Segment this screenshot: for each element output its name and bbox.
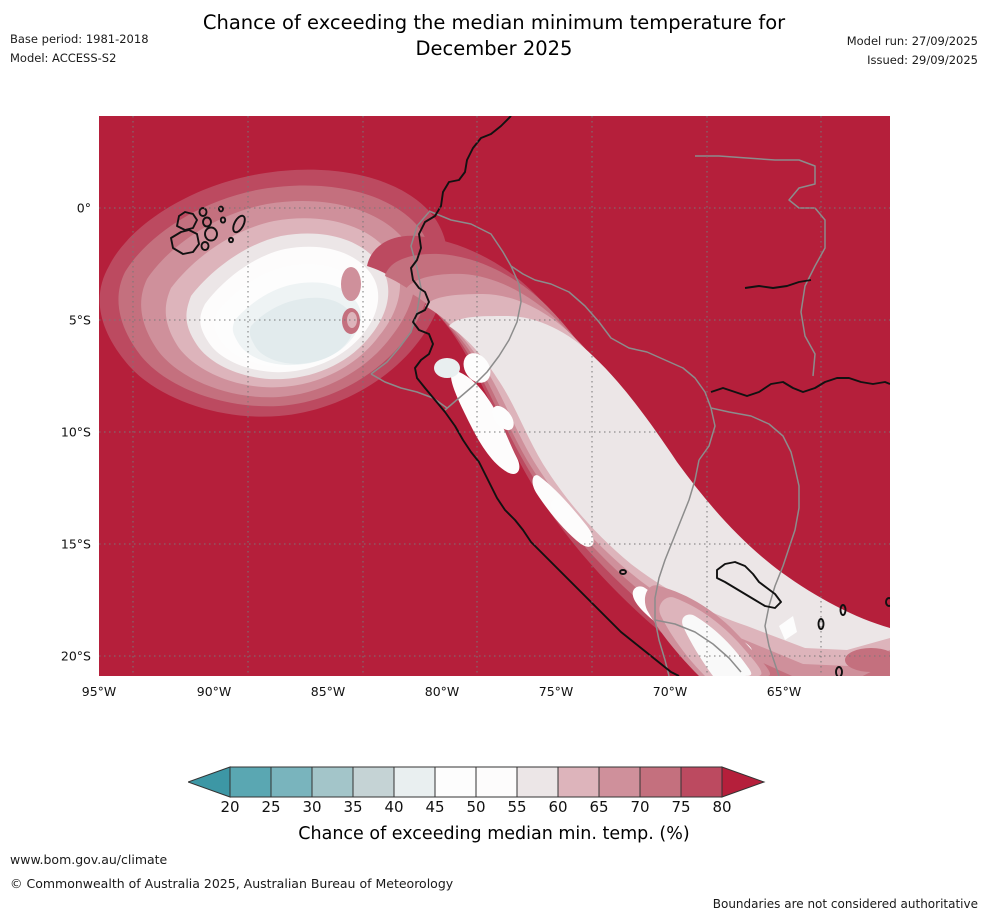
footer-url[interactable]: www.bom.gov.au/climate <box>10 852 168 867</box>
page-title-line2: December 2025 <box>415 37 573 60</box>
colorbar[interactable] <box>188 766 800 798</box>
colorbar-band-45-50 <box>434 766 477 798</box>
forecast-map[interactable] <box>99 116 890 676</box>
x-tick-label-65w: 65°W <box>766 684 802 699</box>
colorbar-tick-65: 65 <box>589 798 609 816</box>
colorbar-extend-low <box>188 766 231 798</box>
contour-pocket-b-core <box>347 312 357 328</box>
colorbar-band-60-65 <box>557 766 600 798</box>
base-period-text: Base period: 1981-2018 <box>10 32 149 46</box>
colorbar-band-20-25 <box>229 766 272 798</box>
colorbar-tick-80: 80 <box>712 798 732 816</box>
colorbar-tick-25: 25 <box>261 798 281 816</box>
contour-group-peru-coast <box>367 235 890 676</box>
metadata-left: Base period: 1981-2018 Model: ACCESS-S2 <box>10 30 149 68</box>
map-canvas <box>99 116 890 676</box>
contour-band-35-40 <box>249 297 355 364</box>
issued-text: Issued: 29/09/2025 <box>867 53 978 67</box>
colorbar-tick-40: 40 <box>384 798 404 816</box>
colorbar-band-40-45 <box>393 766 436 798</box>
colorbar-tick-30: 30 <box>302 798 322 816</box>
colorbar-band-50-55 <box>475 766 518 798</box>
colorbar-tick-70: 70 <box>630 798 650 816</box>
contour-group-galapagos <box>99 169 448 417</box>
contour-pocket-a <box>341 267 361 301</box>
coastal-core-45-50-b <box>492 405 514 431</box>
colorbar-tick-55: 55 <box>507 798 527 816</box>
y-tick-label-5s: 5°S <box>68 312 91 328</box>
colorbar-tick-75: 75 <box>671 798 691 816</box>
y-tick-label-15s: 15°S <box>60 536 91 552</box>
footer-disclaimer: Boundaries are not considered authoritat… <box>712 897 978 911</box>
colorbar-band-65-70 <box>598 766 641 798</box>
page-title: Chance of exceeding the median minimum t… <box>0 10 988 62</box>
x-tick-label-80w: 80°W <box>424 684 460 699</box>
contour-group-secondary-pockets <box>341 267 361 334</box>
map-gridlines <box>99 116 890 676</box>
y-tick-label-20s: 20°S <box>60 648 91 664</box>
colorbar-band-75-80 <box>680 766 723 798</box>
colorbar-band-25-30 <box>270 766 313 798</box>
colorbar-tick-35: 35 <box>343 798 363 816</box>
colorbar-tick-45: 45 <box>425 798 445 816</box>
colorbar-band-35-40 <box>352 766 395 798</box>
colorbar-tick-60: 60 <box>548 798 568 816</box>
x-tick-label-70w: 70°W <box>652 684 688 699</box>
colorbar-band-55-60 <box>516 766 559 798</box>
colorbar-tick-50: 50 <box>466 798 486 816</box>
x-tick-label-90w: 90°W <box>196 684 232 699</box>
contour-group-altiplano <box>644 585 797 676</box>
coastal-core-45-50-c <box>551 499 571 521</box>
colorbar-band-30-35 <box>311 766 354 798</box>
metadata-right: Model run: 27/09/2025 Issued: 29/09/2025 <box>847 32 978 70</box>
coastal-band-55-60 <box>449 316 890 650</box>
altiplano-core <box>682 614 752 676</box>
model-text: Model: ACCESS-S2 <box>10 51 117 65</box>
colorbar-band-70-75 <box>639 766 682 798</box>
contour-speck-se <box>845 648 890 672</box>
model-run-text: Model run: 27/09/2025 <box>846 34 978 48</box>
colorbar-extend-high <box>721 766 766 798</box>
coastlines <box>170 116 890 676</box>
y-tick-label-0: 0° <box>76 200 91 216</box>
x-tick-label-95w: 95°W <box>81 684 117 699</box>
footer-copyright: © Commonwealth of Australia 2025, Austra… <box>10 876 454 891</box>
x-tick-label-75w: 75°W <box>538 684 574 699</box>
colorbar-axis-label: Chance of exceeding median min. temp. (%… <box>298 824 690 844</box>
y-tick-label-10s: 10°S <box>60 424 91 440</box>
colorbar-swatches <box>188 766 766 798</box>
page-title-line1: Chance of exceeding the median minimum t… <box>202 11 786 34</box>
x-tick-label-85w: 85°W <box>310 684 346 699</box>
coastal-core-40-45-a <box>434 358 460 378</box>
altiplano-core-small <box>779 616 797 640</box>
coastal-core-50-55-north <box>451 370 520 475</box>
colorbar-tick-20: 20 <box>220 798 240 816</box>
